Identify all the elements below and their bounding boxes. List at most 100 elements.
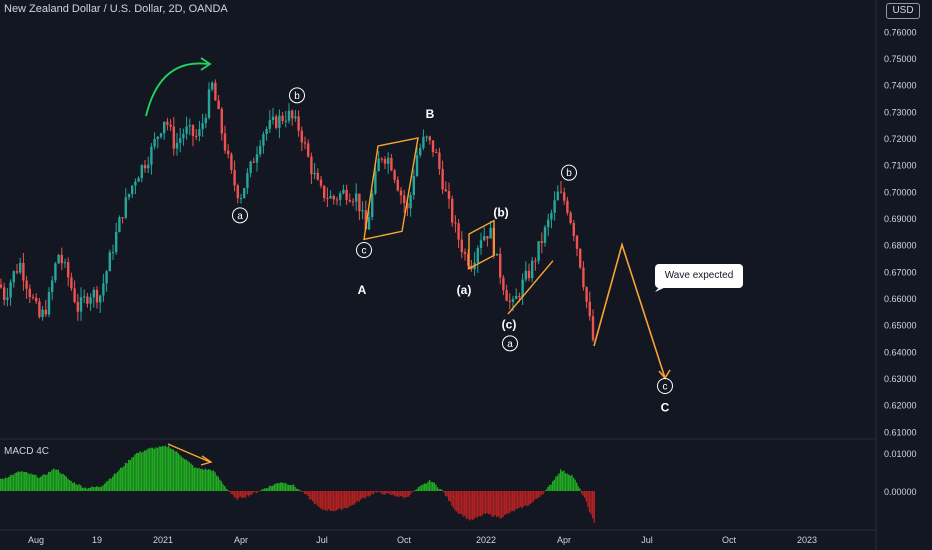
- candle: [367, 217, 371, 230]
- currency-badge[interactable]: USD: [886, 3, 920, 19]
- macd-bar: [30, 473, 32, 491]
- candle: [153, 139, 156, 147]
- candle: [140, 165, 143, 179]
- macd-bar: [60, 474, 63, 491]
- candle: [0, 284, 3, 288]
- macd-bar: [144, 450, 146, 491]
- macd-bar: [267, 488, 269, 491]
- macd-bar: [115, 473, 117, 491]
- candle: [201, 123, 204, 130]
- candle: [569, 212, 572, 223]
- macd-bar: [9, 475, 11, 491]
- y-tick-label: 0.76000: [884, 27, 917, 37]
- macd-bar: [441, 490, 443, 491]
- candle: [31, 297, 35, 299]
- macd-bar: [475, 491, 477, 518]
- candle: [220, 108, 223, 134]
- macd-bar: [553, 479, 555, 491]
- candle: [374, 171, 377, 194]
- macd-bar: [307, 491, 309, 496]
- macd-bar: [384, 491, 386, 495]
- macd-bar: [481, 491, 483, 516]
- macd-bar: [8, 477, 10, 491]
- candle: [316, 172, 319, 180]
- candle: [419, 148, 422, 156]
- candle: [281, 115, 284, 121]
- candle: [191, 125, 195, 136]
- macd-bar: [36, 477, 39, 491]
- y-tick-label: 0.61000: [884, 427, 917, 437]
- candle: [147, 164, 150, 169]
- candle: [489, 228, 492, 239]
- candle: [521, 279, 524, 297]
- macd-bar: [235, 491, 237, 499]
- candle: [195, 135, 198, 137]
- macd-bar: [182, 458, 184, 491]
- candle: [553, 200, 556, 213]
- candle: [428, 136, 431, 141]
- wave-label: b: [566, 168, 572, 179]
- macd-bar: [204, 468, 207, 491]
- macd-bar: [147, 448, 149, 491]
- macd-bar: [166, 447, 168, 491]
- candle: [329, 196, 332, 199]
- macd-bar: [416, 489, 418, 491]
- macd-bar: [88, 488, 90, 491]
- macd-bar: [524, 491, 527, 506]
- y-tick-label: 0.67000: [884, 267, 917, 277]
- candle: [550, 212, 553, 220]
- y-tick-label: 0.70000: [884, 187, 917, 197]
- macd-bar: [99, 486, 101, 491]
- macd-bar: [345, 491, 347, 509]
- macd-bar: [22, 471, 24, 491]
- x-tick-label: Aug: [28, 535, 44, 545]
- macd-bar: [283, 483, 285, 491]
- macd-bar: [126, 463, 128, 491]
- candle: [47, 292, 51, 315]
- macd-bar: [363, 491, 365, 498]
- macd-bar: [252, 491, 255, 493]
- candle: [41, 309, 44, 317]
- macd-bar: [12, 474, 15, 491]
- macd-bar: [464, 491, 466, 516]
- macd-bar: [521, 491, 523, 509]
- candle: [12, 271, 15, 283]
- macd-bar: [336, 491, 338, 511]
- macd-bar: [318, 491, 320, 508]
- macd-bar: [228, 491, 231, 493]
- macd-bar: [449, 491, 451, 502]
- macd-bar: [532, 491, 535, 502]
- candle: [457, 223, 460, 240]
- macd-bar: [51, 470, 53, 491]
- macd-bar: [288, 484, 290, 491]
- macd-bar: [428, 479, 431, 491]
- macd-bar: [579, 488, 581, 491]
- macd-bar: [350, 491, 352, 506]
- macd-bar: [411, 491, 413, 493]
- macd-bar: [240, 491, 242, 497]
- candle: [22, 262, 25, 281]
- candle: [35, 297, 38, 302]
- candle: [188, 125, 191, 127]
- x-tick-label: 2023: [797, 535, 817, 545]
- macd-bar: [452, 491, 455, 509]
- candle: [262, 133, 265, 146]
- macd-bar: [585, 491, 587, 502]
- axes: 0.76000 0.75000 0.74000 0.73000 0.72000 0.710…: [28, 27, 917, 545]
- macd-bar: [179, 455, 181, 491]
- candle: [19, 262, 22, 273]
- macd-bar: [491, 491, 493, 517]
- candle: [460, 239, 463, 253]
- candle: [9, 282, 12, 298]
- macd-bar: [256, 491, 258, 493]
- candle: [108, 252, 111, 272]
- macd-bar: [108, 478, 111, 491]
- macd-bar: [102, 485, 104, 491]
- macd-bar: [310, 491, 312, 500]
- candle: [412, 175, 415, 196]
- macd-bar: [356, 491, 359, 501]
- macd-bar: [462, 491, 464, 517]
- candle: [217, 100, 220, 109]
- candle: [390, 157, 393, 171]
